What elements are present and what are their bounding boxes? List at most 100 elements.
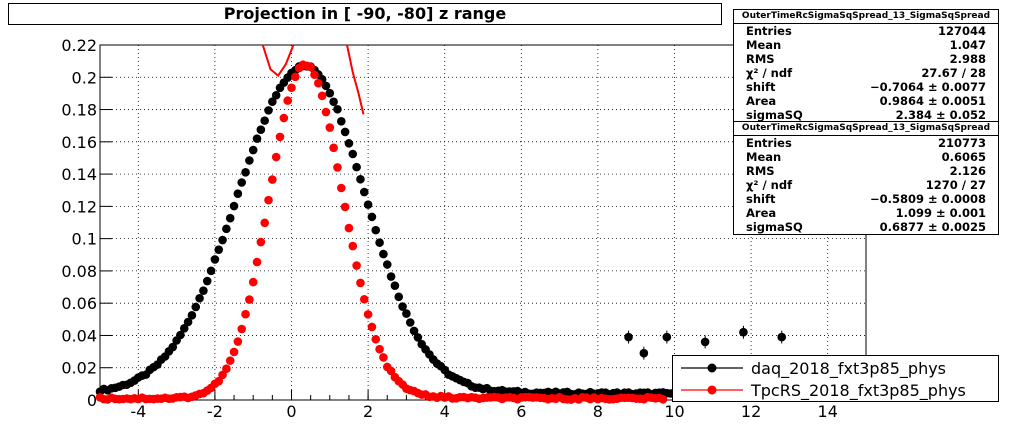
data-point — [214, 245, 224, 254]
data-point — [191, 302, 201, 312]
data-point — [260, 116, 269, 125]
stats-row-area: Area 0.9864 ± 0.0051 — [734, 94, 998, 108]
x-tick-label: 8 — [593, 402, 603, 421]
data-point — [245, 295, 254, 304]
data-point — [700, 337, 710, 347]
data-point — [233, 189, 243, 198]
stats-value: 1270 / 27 — [925, 178, 986, 192]
stats-label: Entries — [746, 136, 792, 150]
data-point — [241, 168, 250, 177]
x-tick-label: 10 — [664, 402, 684, 421]
data-point — [218, 370, 227, 380]
data-point — [245, 156, 254, 165]
data-point — [306, 62, 315, 72]
data-point — [241, 309, 250, 319]
legend-entry-daq: daq_2018_fxt3p85_phys — [673, 357, 998, 379]
data-point — [344, 139, 354, 148]
data-point — [356, 174, 365, 184]
legend: daq_2018_fxt3p85_phys TpcRS_2018_fxt3p85… — [672, 355, 999, 402]
data-point — [248, 277, 258, 287]
stats-label: Mean — [746, 150, 782, 164]
y-tick-label: 0.2 — [72, 68, 97, 87]
data-point — [352, 261, 361, 270]
data-point — [394, 292, 404, 302]
data-point — [264, 195, 273, 205]
data-point — [317, 91, 327, 101]
data-point — [367, 322, 377, 332]
data-point — [340, 127, 350, 137]
data-point — [183, 317, 193, 327]
data-point — [179, 324, 189, 333]
data-point — [375, 344, 384, 354]
data-point — [237, 324, 247, 334]
stats-label: Area — [746, 94, 777, 108]
data-point — [325, 88, 335, 98]
y-tick-label: 0.08 — [61, 262, 97, 281]
y-tick-label: 0.04 — [61, 326, 97, 345]
data-point — [195, 293, 204, 303]
data-point — [291, 72, 300, 82]
legend-entry-tpcrs: TpcRS_2018_fxt3p85_phys — [673, 379, 998, 401]
data-point — [225, 213, 235, 223]
data-point — [256, 125, 266, 135]
data-point — [363, 200, 373, 209]
data-point — [225, 356, 235, 365]
stats-value: 127044 — [937, 24, 986, 38]
data-point — [739, 327, 748, 337]
legend-marker-tpcrs — [681, 385, 743, 395]
data-point — [271, 90, 281, 100]
stats-title: OuterTimeRcSigmaSqSpread_13_SigmaSqSprea… — [734, 122, 998, 136]
data-point — [371, 225, 381, 235]
data-point — [336, 116, 346, 126]
stats-label: Mean — [746, 38, 782, 52]
legend-label-tpcrs: TpcRS_2018_fxt3p85_phys — [751, 381, 966, 400]
data-point — [371, 334, 381, 344]
data-point — [329, 143, 338, 153]
data-point — [348, 241, 358, 251]
stats-row-chi2: χ² / ndf 27.67 / 28 — [734, 66, 998, 80]
data-point — [237, 178, 247, 187]
data-point — [386, 272, 396, 281]
legend-label-daq: daq_2018_fxt3p85_phys — [751, 359, 947, 378]
fit-line — [346, 44, 365, 115]
stats-label: sigmaSQ — [746, 108, 803, 122]
data-point — [268, 175, 277, 184]
y-tick-label: 0 — [87, 391, 97, 410]
data-point — [321, 81, 331, 91]
data-point — [379, 249, 388, 259]
data-point — [386, 366, 396, 376]
data-point — [382, 260, 392, 269]
data-point — [229, 347, 239, 357]
stats-label: sigmaSQ — [746, 220, 803, 234]
data-point — [658, 395, 668, 404]
data-point — [168, 342, 178, 352]
x-tick-label: 4 — [440, 402, 450, 421]
data-point — [336, 183, 346, 193]
data-point — [260, 218, 269, 228]
stats-label: RMS — [746, 52, 775, 66]
data-point — [229, 201, 239, 211]
data-point — [287, 83, 296, 93]
data-point — [310, 70, 319, 80]
data-point — [268, 97, 277, 107]
stats-row-mean: Mean 1.047 — [734, 38, 998, 52]
y-tick-label: 0.16 — [61, 133, 97, 152]
stats-row-entries: Entries 127044 — [734, 24, 998, 38]
data-point — [777, 332, 787, 342]
data-point — [252, 134, 262, 143]
data-point — [222, 364, 231, 374]
stats-row-mean: Mean 0.6065 — [734, 150, 998, 164]
y-tick-label: 0.22 — [61, 36, 97, 55]
stats-row-rms: RMS 2.126 — [734, 164, 998, 178]
stats-label: shift — [746, 80, 776, 94]
stats-box-tpcrs: OuterTimeRcSigmaSqSpread_13_SigmaSqSprea… — [733, 121, 999, 235]
stats-label: χ² / ndf — [746, 66, 793, 80]
stats-value: 2.384 ± 0.052 — [895, 108, 986, 122]
fit-line — [261, 44, 295, 78]
data-point — [218, 235, 227, 245]
stats-value: 0.6877 ± 0.0025 — [879, 220, 986, 234]
stats-value: 210773 — [937, 136, 986, 150]
fit-curve — [261, 44, 365, 115]
data-point — [202, 276, 212, 286]
stats-value: −0.5809 ± 0.0008 — [869, 192, 986, 206]
